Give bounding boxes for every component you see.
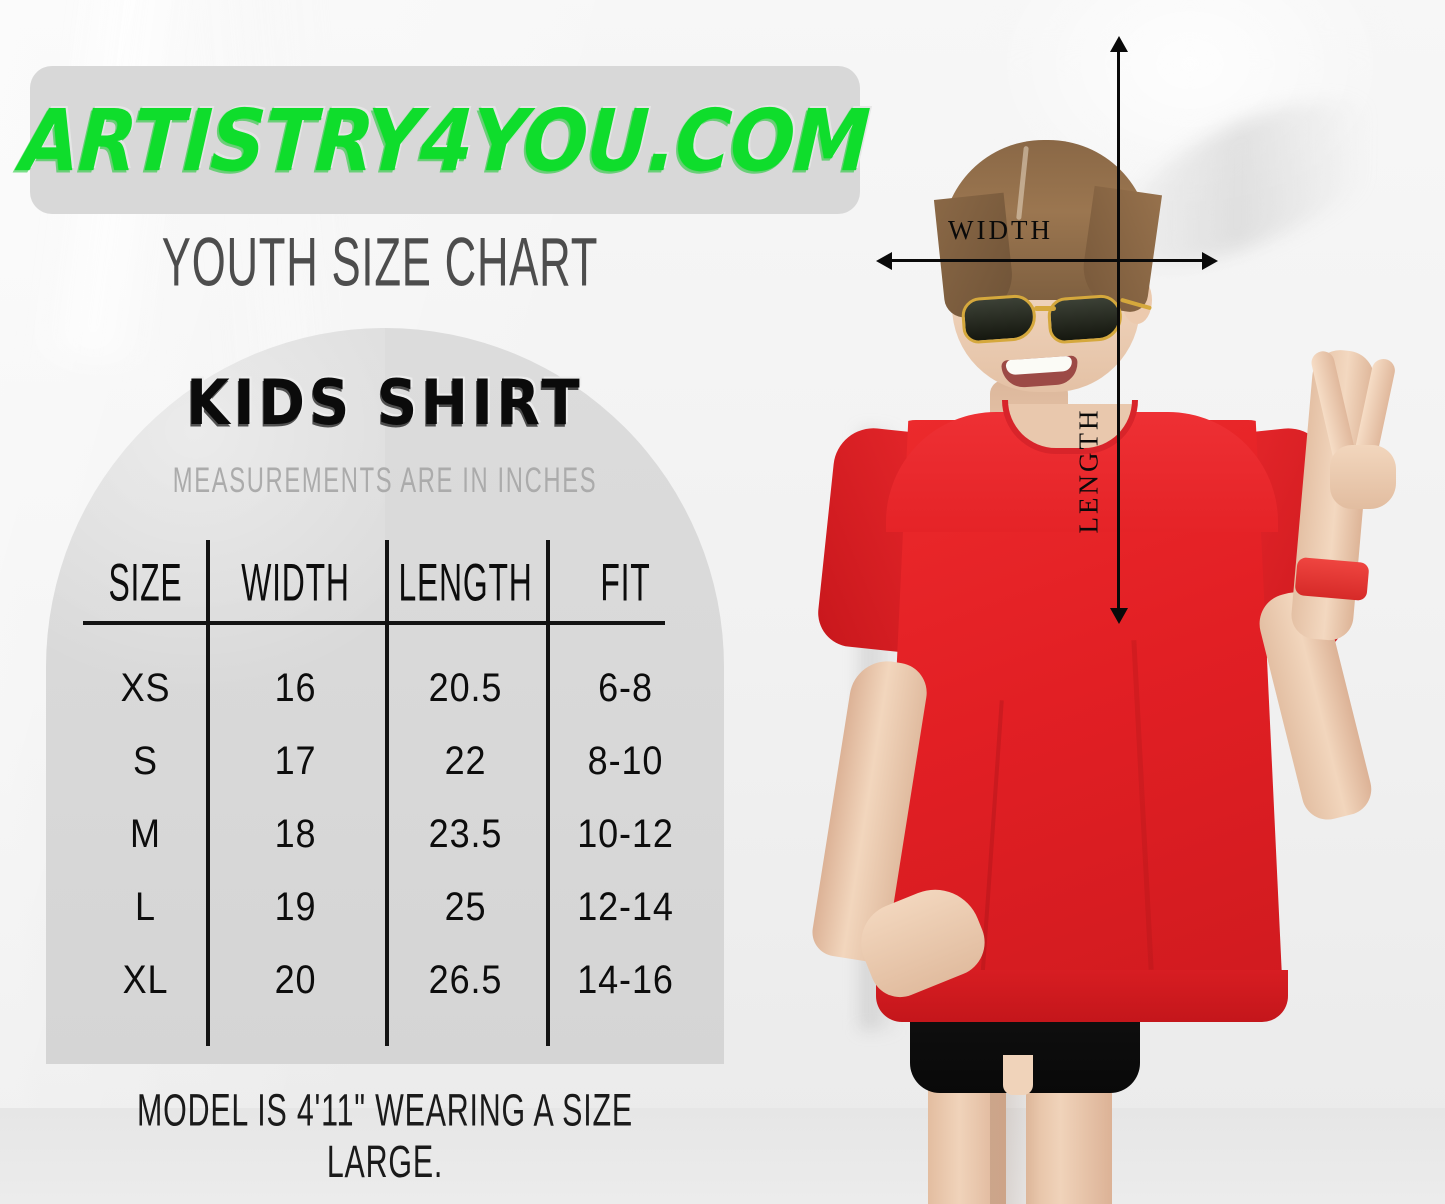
cell-length: 20.5 xyxy=(428,665,503,710)
length-measure-line xyxy=(1117,50,1120,615)
column-header-fit: FIT xyxy=(600,553,651,612)
panel-sheen xyxy=(46,328,385,696)
length-arrow-up-icon xyxy=(1110,36,1128,52)
measurement-overlay: WIDTH LENGTH xyxy=(690,0,1445,1204)
cell-fit: 12-14 xyxy=(577,884,674,929)
cell-width: 18 xyxy=(274,811,317,856)
table-column-divider xyxy=(206,540,210,1046)
length-arrow-down-icon xyxy=(1110,608,1128,624)
column-header-length: LENGTH xyxy=(398,553,533,612)
cell-width: 16 xyxy=(274,665,317,710)
table-row: M 18 23.5 10-12 xyxy=(85,804,705,864)
cell-size: L xyxy=(135,884,156,929)
table-row: S 17 22 8-10 xyxy=(85,731,705,791)
table-row: L 19 25 12-14 xyxy=(85,877,705,937)
cell-length: 26.5 xyxy=(428,957,503,1002)
cell-fit: 10-12 xyxy=(577,811,674,856)
table-column-divider xyxy=(385,540,389,1046)
column-header-width: WIDTH xyxy=(241,553,350,612)
cell-size: M xyxy=(130,811,161,856)
panel-subheading: MEASUREMENTS ARE IN INCHES xyxy=(172,462,598,501)
column-header-size: SIZE xyxy=(108,553,183,612)
cell-size: S xyxy=(133,738,158,783)
width-arrow-left-icon xyxy=(876,252,892,270)
cell-fit: 8-10 xyxy=(587,738,664,783)
table-header-row: SIZE WIDTH LENGTH FIT xyxy=(85,552,705,614)
cell-length: 23.5 xyxy=(428,811,503,856)
cell-width: 20 xyxy=(274,957,317,1002)
shorts-inner-gap xyxy=(1003,1055,1033,1095)
cell-width: 19 xyxy=(274,884,317,929)
width-measure-label: WIDTH xyxy=(948,215,1053,245)
table-column-divider xyxy=(546,540,550,1046)
length-measure-label: LENGTH xyxy=(1073,407,1104,534)
panel-heading: KIDS SHIRT xyxy=(186,367,584,440)
cell-fit: 14-16 xyxy=(577,957,674,1002)
brand-badge: ARTISTRY4YOU.COM xyxy=(19,66,871,214)
model-hand-knuckles xyxy=(1330,445,1396,509)
table-header-rule xyxy=(83,621,665,625)
width-arrow-right-icon xyxy=(1202,252,1218,270)
sunglasses-icon xyxy=(956,290,1152,348)
cell-length: 22 xyxy=(444,738,487,783)
table-row: XL 20 26.5 14-16 xyxy=(85,950,705,1010)
cell-width: 17 xyxy=(274,738,317,783)
size-chart-table: SIZE WIDTH LENGTH FIT XS 16 20.5 6-8 S 1… xyxy=(83,540,705,1050)
cell-fit: 6-8 xyxy=(598,665,653,710)
backdrop-floor xyxy=(0,1108,1445,1204)
cell-size: XS xyxy=(120,665,171,710)
sunglasses-bridge xyxy=(1034,306,1056,311)
width-measure-line xyxy=(883,259,1206,262)
cell-length: 25 xyxy=(444,884,487,929)
page-title: YOUTH SIZE CHART xyxy=(161,223,599,301)
table-row: XS 16 20.5 6-8 xyxy=(85,658,705,718)
model-footnote: MODEL IS 4'11" WEARING A SIZE LARGE. xyxy=(137,1086,633,1188)
cell-size: XL xyxy=(122,957,169,1002)
model-photo: WIDTH LENGTH xyxy=(690,0,1445,1204)
